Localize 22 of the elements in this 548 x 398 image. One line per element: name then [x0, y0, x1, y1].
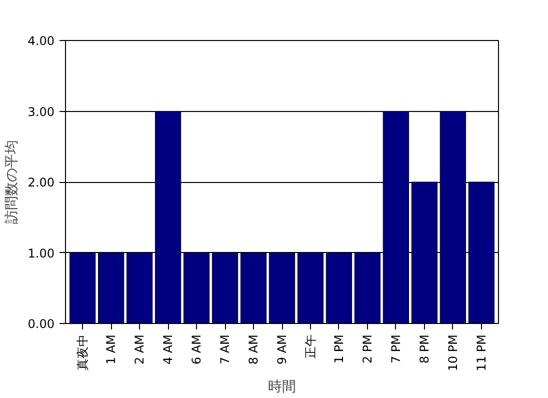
y-tick-label: 1.00	[28, 246, 54, 260]
x-tick-label: 2 PM	[360, 334, 374, 364]
x-tick-label: 11 PM	[474, 334, 488, 372]
x-tick-label: 2 AM	[132, 334, 147, 365]
y-axis-title: 訪問数の平均	[4, 140, 20, 224]
y-tick-label: 2.00	[28, 176, 54, 190]
x-axis-title: 時間	[268, 379, 296, 396]
x-tick-label: 7 AM	[218, 334, 232, 365]
x-tick-label: 10 PM	[446, 334, 460, 372]
x-tick-label: 9 AM	[275, 334, 289, 365]
x-tick-label: 正午	[303, 334, 318, 358]
y-tick-label: 3.00	[28, 104, 54, 119]
y-tick-label: 0.00	[28, 317, 54, 331]
x-tick-label: 1 AM	[104, 334, 118, 365]
x-tick-label: 8 PM	[417, 334, 432, 364]
x-tick-label: 7 PM	[388, 334, 403, 364]
x-tick-label: 4 AM	[161, 334, 176, 365]
y-tick-label: 4.00	[28, 34, 54, 48]
x-tick-label: 真夜中	[76, 334, 90, 370]
x-tick-label: 8 AM	[246, 334, 261, 365]
x-tick-label: 6 AM	[190, 334, 204, 365]
x-tick-label: 1 PM	[332, 334, 346, 364]
